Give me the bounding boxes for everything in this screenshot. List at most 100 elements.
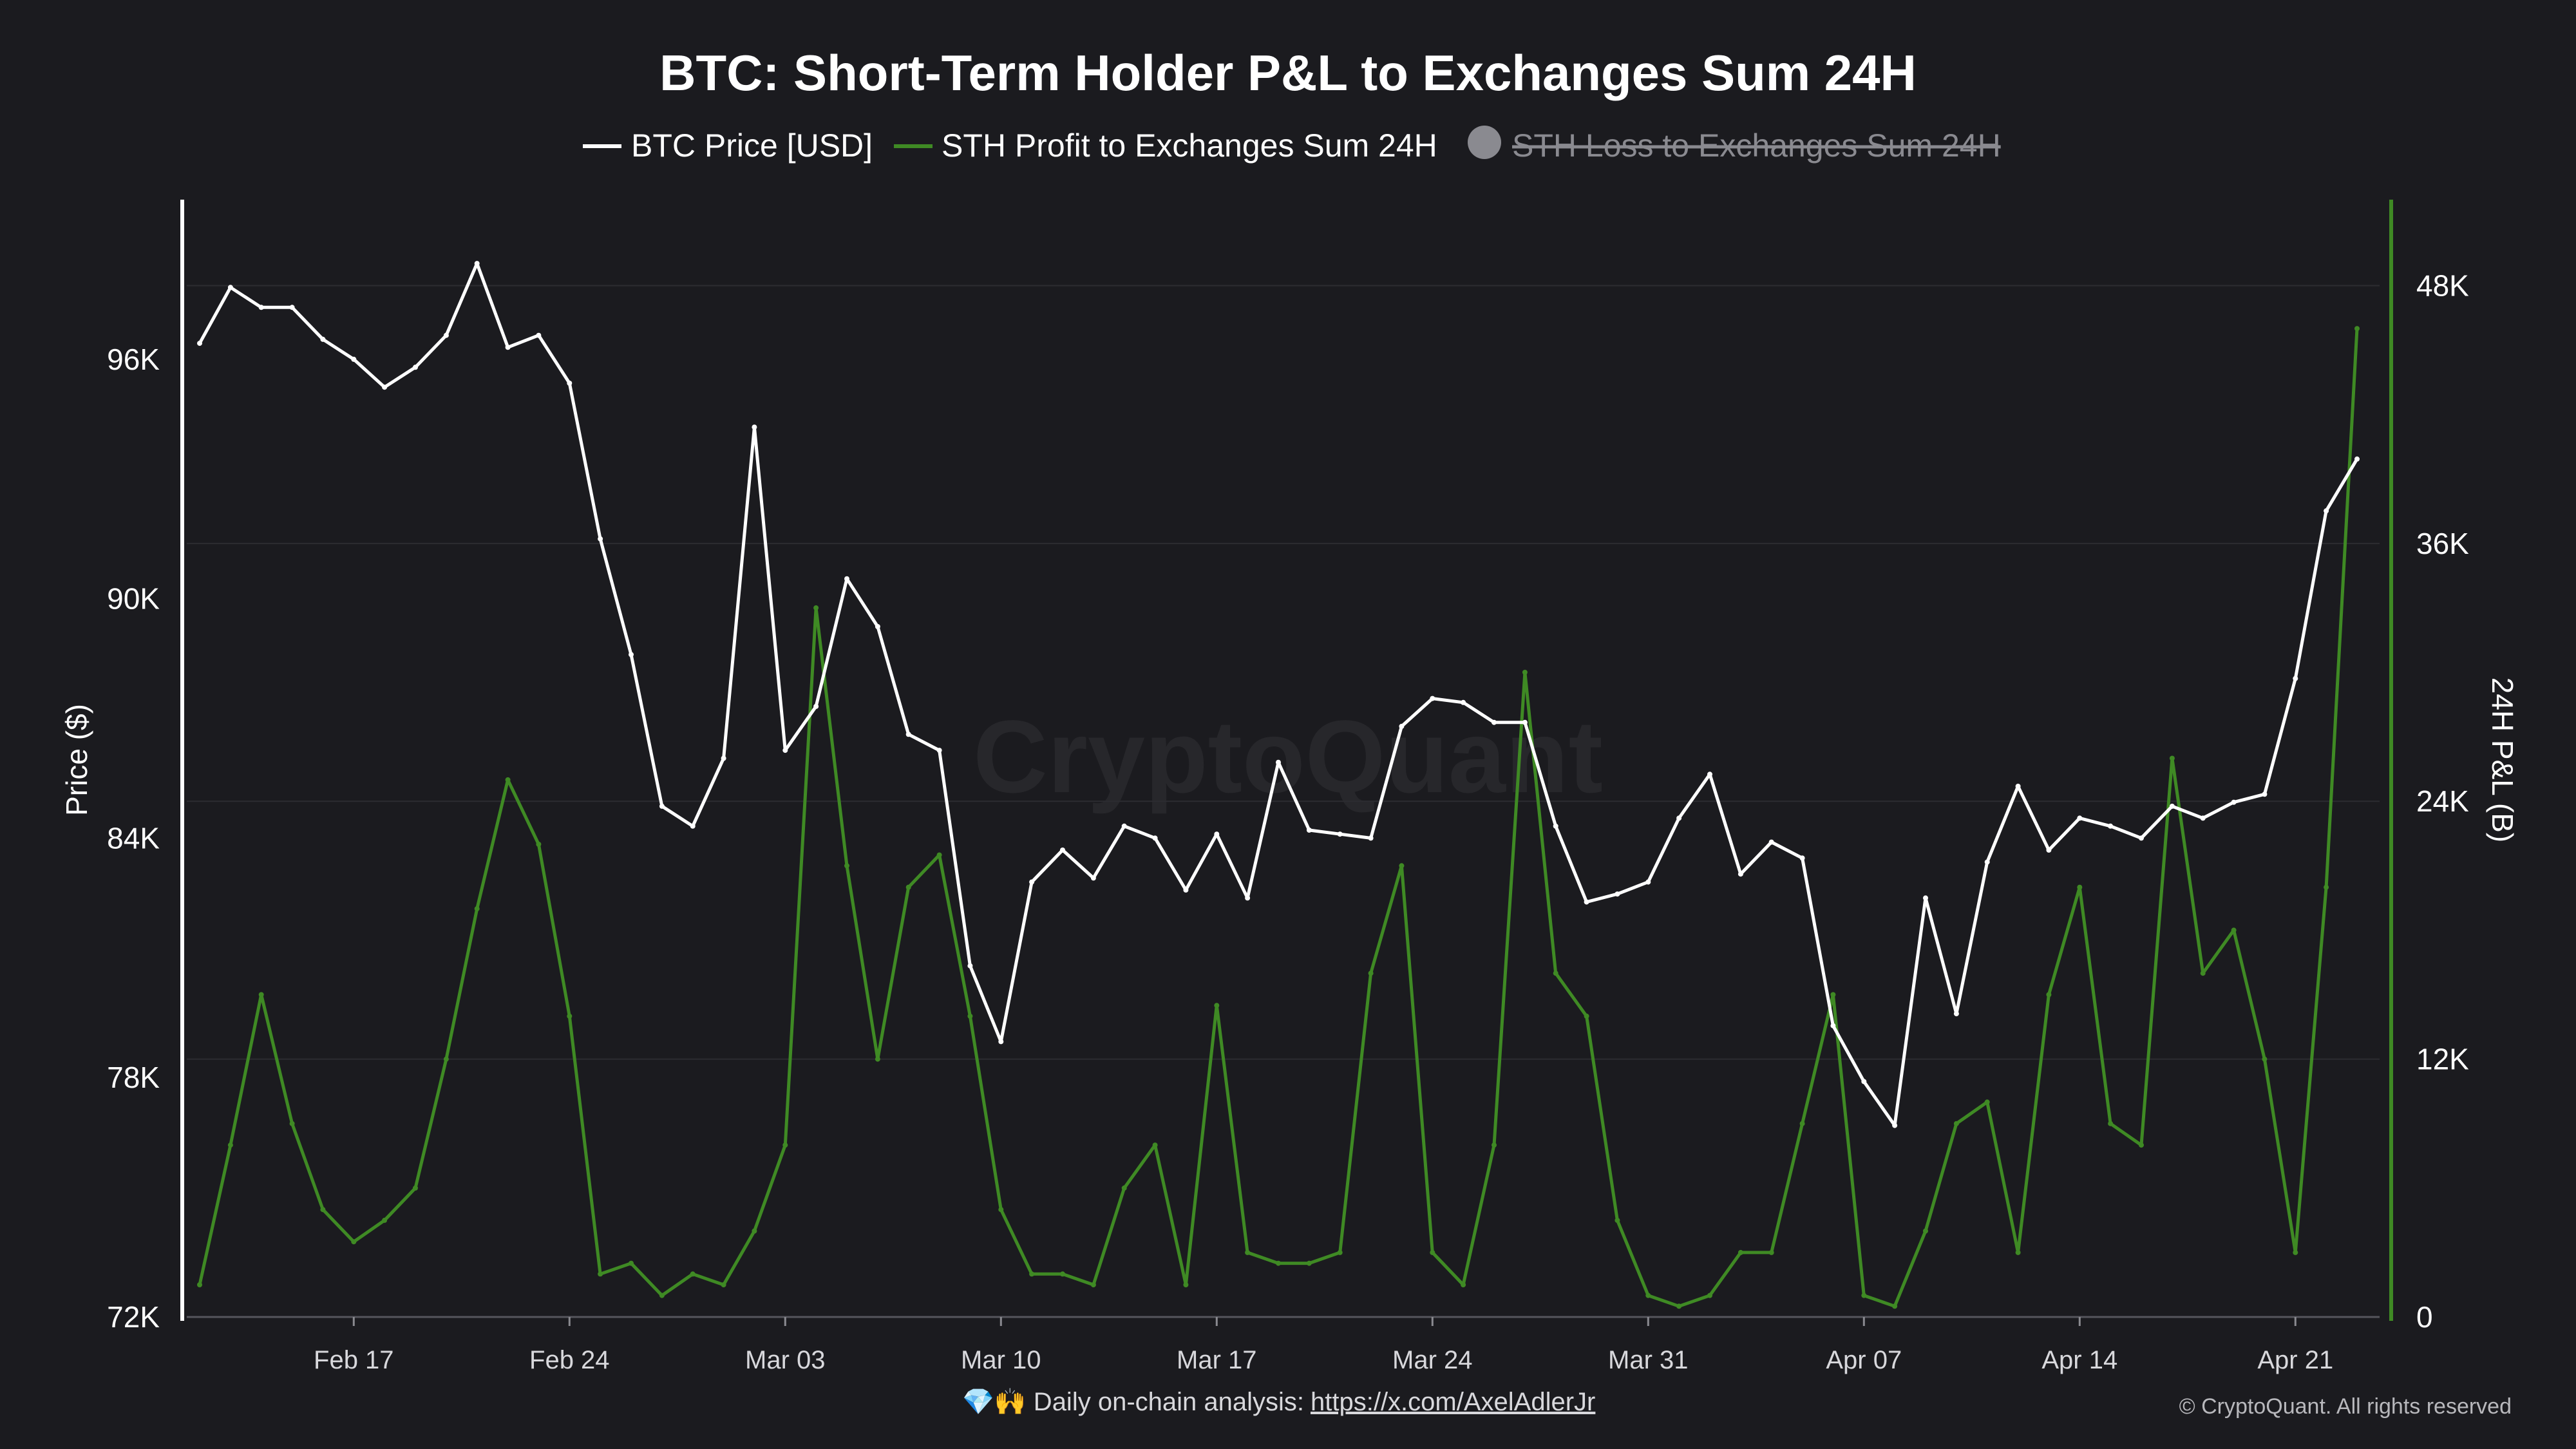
x-tick-label: Mar 03	[745, 1346, 826, 1374]
price-line-point	[1183, 887, 1189, 893]
left-axis-title: Price ($)	[60, 704, 93, 816]
profit-line-point	[1276, 1260, 1281, 1266]
x-tick-label: Mar 31	[1608, 1346, 1689, 1374]
price-line-point	[752, 424, 757, 430]
x-tick-label: Feb 17	[314, 1346, 394, 1374]
x-tick-label: Apr 14	[2041, 1346, 2117, 1374]
price-line-point	[1707, 772, 1712, 777]
profit-series	[197, 326, 2360, 1309]
profit-line-point	[598, 1271, 603, 1277]
price-line-point	[2139, 835, 2144, 841]
legend-item-loss[interactable]: STH Loss to Exchanges Sum 24H	[1468, 126, 2001, 164]
price-line-point	[1645, 879, 1651, 885]
profit-line-point	[351, 1239, 357, 1245]
price-line-point	[2293, 676, 2298, 681]
price-line-point	[567, 381, 573, 386]
profit-line-point	[1645, 1293, 1651, 1298]
profit-line-point	[2262, 1056, 2268, 1062]
profit-line-point	[2046, 992, 2052, 998]
profit-line-point	[505, 777, 511, 782]
profit-line-point	[536, 842, 542, 847]
price-line-point	[1799, 855, 1805, 861]
price-line-point	[659, 803, 665, 809]
price-line-point	[413, 365, 418, 370]
price-line-point	[1676, 815, 1682, 821]
price-line-point	[227, 285, 233, 290]
profit-line-point	[1121, 1185, 1127, 1191]
price-line-point	[1368, 835, 1374, 841]
profit-line-point	[2015, 1249, 2021, 1255]
price-line-point	[936, 748, 942, 753]
profit-line-point	[1306, 1260, 1312, 1266]
price-line-point	[2354, 456, 2360, 462]
price-line-point	[1522, 719, 1528, 725]
price-line-point	[258, 305, 264, 310]
right-axis-ticks: 0 12K 24K 36K 48K	[2416, 269, 2469, 1334]
price-line-point	[1121, 823, 1127, 829]
price-line-point	[1615, 891, 1620, 897]
price-line-point	[320, 336, 326, 342]
legend-label-profit: STH Profit to Exchanges Sum 24H	[942, 128, 1437, 164]
profit-line-point	[1892, 1303, 1898, 1309]
price-line-point	[382, 384, 388, 390]
watermark: CryptoQuant	[973, 699, 1603, 814]
legend-item-price[interactable]: BTC Price [USD]	[583, 128, 873, 164]
price-line-point	[1830, 1023, 1836, 1028]
profit-line-point	[1090, 1282, 1096, 1287]
footer-link[interactable]: https://x.com/AxelAdlerJr	[1311, 1388, 1595, 1416]
legend-swatch-loss	[1468, 126, 1501, 159]
profit-line-point	[1029, 1271, 1035, 1277]
footer: 💎🙌 Daily on-chain analysis: https://x.co…	[962, 1388, 2512, 1419]
profit-line-point	[1245, 1249, 1251, 1255]
profit-line-point	[258, 992, 264, 998]
legend-label-price: BTC Price [USD]	[631, 128, 873, 164]
price-line-point	[2015, 783, 2021, 789]
right-axis-title: 24H P&L (B)	[2486, 677, 2519, 843]
profit-line-point	[2231, 927, 2237, 933]
profit-line-point	[227, 1142, 233, 1148]
profit-line-point	[1830, 992, 1836, 998]
price-line-point	[1306, 828, 1312, 833]
price-line-point	[1461, 699, 1466, 705]
profit-line-point	[1553, 971, 1558, 976]
price-line-point	[1584, 899, 1589, 905]
price-line-point	[782, 748, 788, 753]
price-line-point	[536, 332, 542, 338]
profit-line-point	[382, 1217, 388, 1223]
price-line-point	[2324, 508, 2329, 514]
profit-line-point	[1368, 971, 1374, 976]
left-tick-label: 72K	[107, 1300, 160, 1334]
profit-line-point	[2354, 326, 2360, 332]
profit-line-point	[1399, 863, 1405, 869]
profit-line-point	[1461, 1282, 1466, 1287]
profit-line-point	[197, 1282, 202, 1287]
price-line-point	[1768, 839, 1774, 845]
right-tick-label: 0	[2416, 1300, 2433, 1334]
profit-line-point	[320, 1207, 326, 1213]
profit-line-point	[690, 1271, 696, 1277]
price-line-point	[1492, 719, 1497, 725]
profit-line-point	[1799, 1121, 1805, 1126]
price-series	[197, 261, 2360, 1128]
legend: BTC Price [USD] STH Profit to Exchanges …	[583, 126, 2001, 164]
x-tick-label: Mar 10	[961, 1346, 1041, 1374]
price-line-point	[505, 345, 511, 350]
legend-item-profit[interactable]: STH Profit to Exchanges Sum 24H	[894, 128, 1437, 164]
price-line-point	[289, 305, 295, 310]
profit-line-point	[1738, 1249, 1743, 1255]
price-line-point	[2108, 823, 2114, 829]
copyright: © CryptoQuant. All rights reserved	[2179, 1394, 2512, 1419]
profit-line-point	[782, 1142, 788, 1148]
profit-line-point	[474, 906, 480, 912]
price-line-point	[351, 356, 357, 362]
profit-line-point	[2108, 1121, 2114, 1126]
price-line-point	[1152, 835, 1158, 841]
profit-line-point	[1584, 1013, 1589, 1019]
price-line-point	[197, 341, 202, 346]
left-tick-label: 84K	[107, 821, 160, 855]
profit-line-point	[905, 884, 911, 890]
profit-line-point	[2169, 755, 2175, 761]
profit-line-point	[1768, 1249, 1774, 1255]
profit-line-point	[1923, 1228, 1928, 1234]
